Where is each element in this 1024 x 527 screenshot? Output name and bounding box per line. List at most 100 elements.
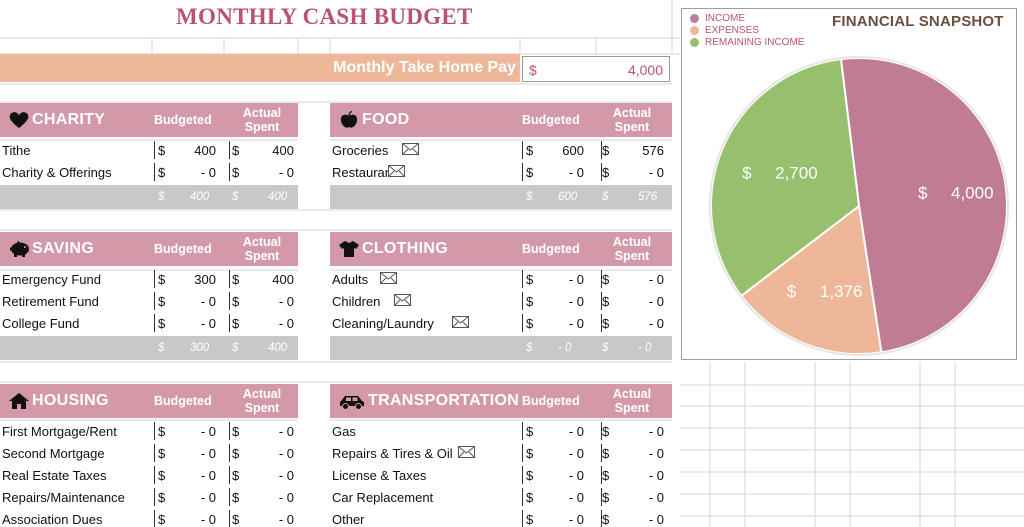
budgeted-value[interactable]: - 0 [568, 165, 584, 180]
budgeted-value[interactable]: - 0 [200, 424, 216, 439]
row-label: Tithe [2, 143, 31, 158]
currency-symbol: $ [232, 143, 240, 158]
budgeted-value[interactable]: - 0 [200, 165, 216, 180]
legend-label-income: INCOME [705, 13, 745, 24]
currency-symbol: $ [232, 490, 240, 505]
currency-symbol: $ [602, 490, 610, 505]
cell-divider [229, 466, 230, 484]
total-actual: 400 [268, 191, 288, 203]
budgeted-value[interactable]: - 0 [200, 294, 216, 309]
currency-symbol: $ [602, 165, 610, 180]
saving-icon [8, 240, 30, 258]
currency-symbol: $ [232, 165, 240, 180]
take-home-input[interactable]: $ 4,000 [522, 56, 670, 82]
actual-value[interactable]: - 0 [648, 294, 664, 309]
actual-value[interactable]: - 0 [278, 165, 294, 180]
actual-value[interactable]: - 0 [278, 446, 294, 461]
legend-income: INCOME [690, 13, 745, 24]
total-currency: $ [158, 342, 165, 354]
budget-row: Gas $ - 0 $ - 0 [330, 420, 672, 442]
budget-row: Tithe $400 $400 [0, 139, 298, 161]
budgeted-value[interactable]: - 0 [568, 512, 584, 527]
section-title-housing: HOUSING [32, 392, 109, 409]
budget-row: Repairs & Tires & Oil $ - 0 $ - 0 [330, 442, 672, 464]
budgeted-value[interactable]: - 0 [568, 490, 584, 505]
mail-icon[interactable] [458, 446, 475, 458]
currency-symbol: $ [602, 512, 610, 527]
actual-value[interactable]: - 0 [278, 490, 294, 505]
cell-divider [601, 444, 602, 462]
budget-row: Cleaning/Laundry $ - 0 $ - 0 [330, 312, 672, 334]
currency-symbol: $ [158, 294, 166, 309]
total-budgeted: - 0 [558, 342, 572, 354]
actual-value[interactable]: 400 [272, 143, 294, 158]
budgeted-value[interactable]: - 0 [200, 468, 216, 483]
pie-slice-income[interactable] [839, 57, 1008, 354]
section-header-transportation: TRANSPORTATION Budgeted Actual Spent [330, 384, 672, 418]
actual-value[interactable]: - 0 [648, 490, 664, 505]
cell-divider [229, 163, 230, 181]
cell-divider [229, 444, 230, 462]
row-label: Repairs & Tires & Oil [332, 446, 453, 461]
section-header-saving: SAVING Budgeted Actual Spent [0, 232, 298, 266]
column-budgeted: Budgeted [154, 394, 212, 408]
actual-value[interactable]: - 0 [648, 424, 664, 439]
actual-value[interactable]: - 0 [648, 165, 664, 180]
mail-icon[interactable] [388, 165, 405, 177]
budgeted-value[interactable]: 600 [562, 143, 584, 158]
budgeted-value[interactable]: - 0 [568, 468, 584, 483]
currency-symbol: $ [158, 272, 166, 287]
currency-symbol: $ [158, 316, 166, 331]
financial-snapshot-chart[interactable]: FINANCIAL SNAPSHOT INCOME EXPENSES REMAI… [681, 8, 1017, 360]
actual-value[interactable]: - 0 [278, 294, 294, 309]
mail-icon[interactable] [380, 272, 397, 284]
chart-title: FINANCIAL SNAPSHOT [832, 13, 1004, 30]
actual-value[interactable]: - 0 [648, 316, 664, 331]
budgeted-value[interactable]: - 0 [568, 272, 584, 287]
budgeted-value[interactable]: - 0 [200, 446, 216, 461]
actual-value[interactable]: - 0 [278, 468, 294, 483]
pie-slice-remaining[interactable] [710, 57, 861, 298]
budgeted-value[interactable]: - 0 [200, 490, 216, 505]
column-actual-spent: Actual Spent [242, 106, 282, 134]
column-actual-spent: Actual Spent [612, 387, 652, 415]
cell-divider [522, 488, 523, 506]
actual-value[interactable]: - 0 [648, 468, 664, 483]
currency-symbol: $ [158, 446, 166, 461]
budgeted-value[interactable]: - 0 [568, 446, 584, 461]
row-label: Cleaning/Laundry [332, 316, 434, 331]
budgeted-value[interactable]: 300 [194, 272, 216, 287]
actual-value[interactable]: - 0 [648, 512, 664, 527]
actual-value[interactable]: - 0 [278, 512, 294, 527]
cell-divider [229, 314, 230, 332]
row-label: First Mortgage/Rent [2, 424, 117, 439]
section-title-saving: SAVING [32, 240, 94, 257]
actual-value[interactable]: - 0 [278, 424, 294, 439]
actual-value[interactable]: 400 [272, 272, 294, 287]
budgeted-value[interactable]: - 0 [568, 294, 584, 309]
mail-icon[interactable] [452, 316, 469, 328]
budgeted-value[interactable]: - 0 [200, 316, 216, 331]
legend-remaining: REMAINING INCOME [690, 37, 804, 48]
budgeted-value[interactable]: - 0 [568, 424, 584, 439]
section-total-clothing: $ - 0 $ - 0 [330, 336, 672, 360]
budget-row: Other $ - 0 $ - 0 [330, 508, 672, 527]
budgeted-value[interactable]: - 0 [200, 512, 216, 527]
currency-symbol: $ [526, 512, 534, 527]
cell-divider [154, 488, 155, 506]
currency-symbol: $ [526, 272, 534, 287]
mail-icon[interactable] [394, 294, 411, 306]
actual-value[interactable]: 576 [642, 143, 664, 158]
mail-icon[interactable] [402, 143, 419, 155]
budget-row: Real Estate Taxes $ - 0 $ - 0 [0, 464, 298, 486]
actual-value[interactable]: - 0 [648, 446, 664, 461]
budgeted-value[interactable]: 400 [194, 143, 216, 158]
budgeted-value[interactable]: - 0 [568, 316, 584, 331]
budget-row: Children $ - 0 $ - 0 [330, 290, 672, 312]
total-currency: $ [232, 342, 239, 354]
actual-value[interactable]: - 0 [278, 316, 294, 331]
transportation-icon [338, 392, 366, 410]
pie-slice-expenses[interactable] [739, 204, 883, 355]
currency-symbol: $ [526, 143, 534, 158]
actual-value[interactable]: - 0 [648, 272, 664, 287]
